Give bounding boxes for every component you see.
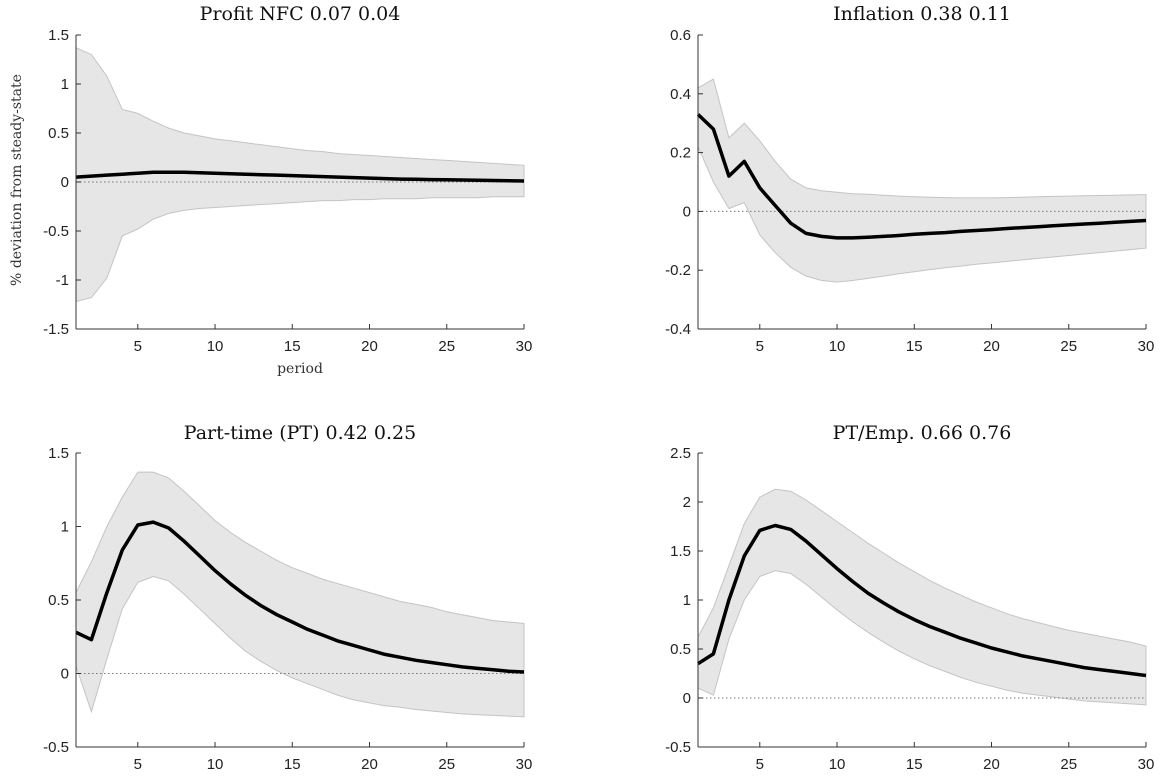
y-tick-label: 0 [683, 203, 691, 220]
x-tick-label: 20 [983, 756, 1000, 773]
x-tick-label: 10 [829, 756, 846, 773]
y-tick-label: -0.5 [665, 739, 691, 756]
y-tick-label: -0.5 [43, 739, 69, 756]
x-tick-label: 10 [207, 338, 224, 355]
x-tick-label: 20 [361, 338, 378, 355]
y-tick-label: 1.5 [48, 27, 69, 44]
y-tick-label: 0 [683, 690, 691, 707]
x-tick-label: 15 [906, 756, 923, 773]
x-tick-label: 30 [516, 756, 533, 773]
x-tick-label: 15 [906, 338, 923, 355]
x-tick-label: 15 [284, 756, 301, 773]
y-tick-label: -0.2 [665, 262, 691, 279]
confidence-band [75, 471, 525, 718]
x-tick-label: 25 [438, 338, 455, 355]
x-tick-label: 5 [756, 756, 764, 773]
y-tick-label: -0.4 [665, 321, 691, 338]
panel-title: PT/Emp. 0.66 0.76 [833, 422, 1012, 444]
y-tick-label: 2 [683, 494, 691, 511]
x-tick-label: 10 [207, 756, 224, 773]
x-tick-label: 20 [361, 756, 378, 773]
panel-inflation: Inflation 0.38 0.11 -0.4 -0.2 0 0.2 0.4 0.6 5 1… [665, 3, 1154, 355]
panel-title: Part-time (PT) 0.42 0.25 [184, 422, 416, 444]
x-tick-label: 30 [516, 338, 533, 355]
y-tick-label: 1 [61, 519, 69, 536]
y-tick-label: 0.6 [670, 27, 691, 44]
median-line [75, 170, 525, 183]
x-tick-label: 5 [756, 338, 764, 355]
y-tick-label: 0.2 [670, 145, 691, 162]
y-tick-label: -0.5 [43, 223, 69, 240]
y-tick-label: 1 [61, 76, 69, 93]
x-tick-label: 10 [829, 338, 846, 355]
y-tick-label: -1 [56, 272, 69, 289]
x-tick-label: 25 [438, 756, 455, 773]
x-tick-label: 5 [134, 338, 142, 355]
x-axis-label: period [277, 361, 323, 377]
panel-part-time: Part-time (PT) 0.42 0.25 -0.5 0 0.5 1 1.5 5 10… [43, 422, 532, 773]
median-line [697, 523, 1147, 678]
y-tick-label: 0.5 [48, 592, 69, 609]
y-tick-label: -1.5 [43, 321, 69, 338]
panel-pt-emp: PT/Emp. 0.66 0.76 -0.5 0 0.5 1 1.5 2 2.5 5 10 15 2… [665, 422, 1154, 773]
y-tick-label: 0 [61, 174, 69, 191]
x-tick-label: 20 [983, 338, 1000, 355]
confidence-band [697, 78, 1147, 283]
y-tick-label: 1.5 [48, 445, 69, 462]
x-tick-label: 30 [1138, 338, 1155, 355]
median-line [75, 520, 525, 674]
y-tick-label: 2.5 [670, 445, 691, 462]
x-tick-label: 30 [1138, 756, 1155, 773]
x-tick-label: 15 [284, 338, 301, 355]
x-tick-label: 5 [134, 756, 142, 773]
y-tick-label: 0.5 [670, 641, 691, 658]
panel-title: Profit NFC 0.07 0.04 [200, 3, 401, 25]
panel-profit-nfc: Profit NFC 0.07 0.04 % deviation from st… [9, 3, 532, 377]
y-axis-label: % deviation from steady-state [9, 74, 25, 286]
panel-title: Inflation 0.38 0.11 [833, 3, 1011, 25]
y-tick-label: 0.5 [48, 125, 69, 142]
y-tick-label: 1 [683, 592, 691, 609]
y-tick-label: 0 [61, 666, 69, 683]
y-tick-label: 0.4 [670, 86, 691, 103]
y-tick-label: 1.5 [670, 543, 691, 560]
x-tick-label: 25 [1060, 338, 1077, 355]
confidence-band [697, 488, 1147, 706]
x-tick-label: 25 [1060, 756, 1077, 773]
median-line [696, 113, 1147, 240]
